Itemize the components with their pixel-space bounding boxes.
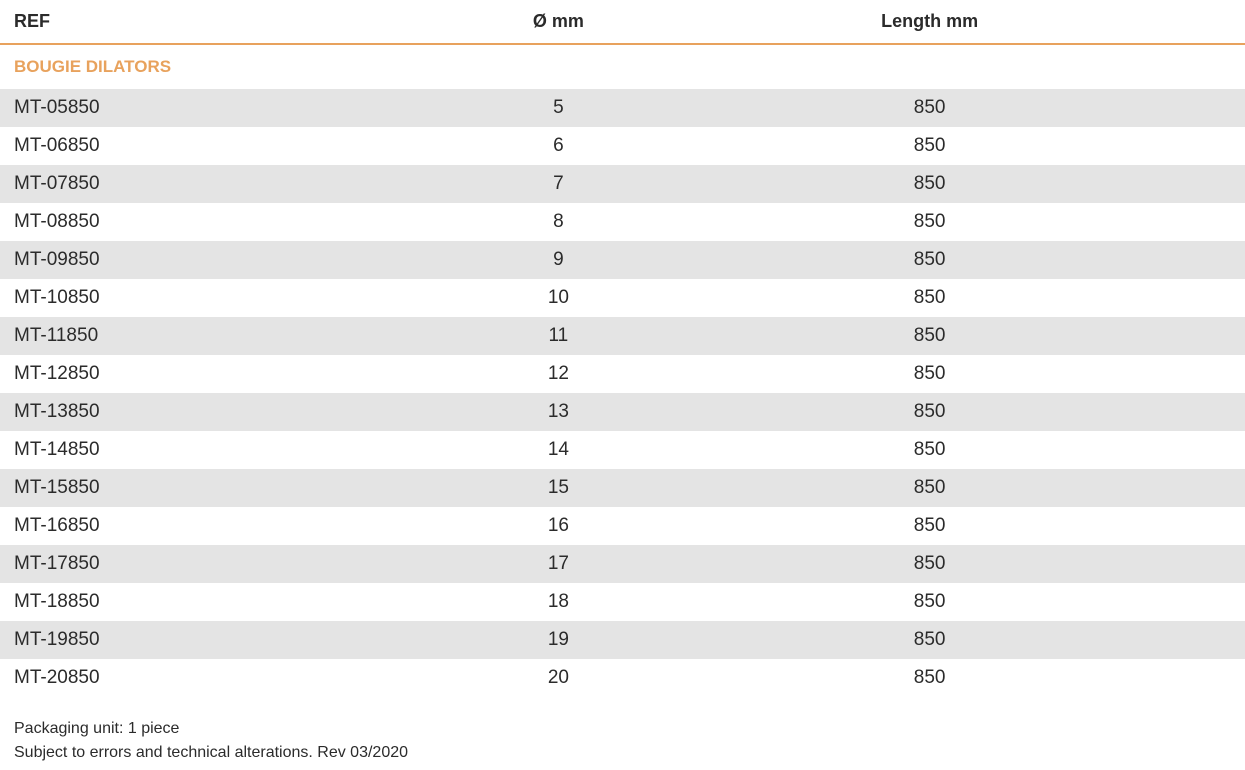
cell-length: 850 <box>913 477 946 498</box>
cell-length: 850 <box>913 591 946 612</box>
table-row: MT-08850 8 850 <box>0 203 1245 241</box>
packaging-note: Packaging unit: 1 piece <box>14 720 180 737</box>
table-row: MT-07850 7 850 <box>0 165 1245 203</box>
table-row: MT-18850 18 850 <box>0 583 1245 621</box>
cell-ref: MT-16850 <box>14 515 100 536</box>
cell-length: 850 <box>913 515 946 536</box>
cell-ref: MT-09850 <box>14 249 100 270</box>
cell-length: 850 <box>913 211 946 232</box>
cell-diameter: 14 <box>547 439 569 460</box>
cell-ref: MT-10850 <box>14 287 100 308</box>
cell-ref: MT-17850 <box>14 553 100 574</box>
cell-diameter: 11 <box>548 325 569 346</box>
table-row: MT-17850 17 850 <box>0 545 1245 583</box>
cell-ref: MT-07850 <box>14 173 100 194</box>
cell-length: 850 <box>913 97 946 118</box>
cell-length: 850 <box>913 629 946 650</box>
table-row: MT-06850 6 850 <box>0 127 1245 165</box>
cell-length: 850 <box>913 325 946 346</box>
section-title: BOUGIE DILATORS <box>14 57 172 76</box>
footer: Packaging unit: 1 piece Subject to error… <box>0 697 1245 765</box>
product-table: REF Ø mm Length mm BOUGIE DILATORS MT-05… <box>0 0 1245 697</box>
cell-diameter: 10 <box>547 287 569 308</box>
cell-ref: MT-12850 <box>14 363 100 384</box>
table-header: REF Ø mm Length mm <box>0 0 1245 45</box>
table-row: MT-05850 5 850 <box>0 89 1245 127</box>
cell-length: 850 <box>913 249 946 270</box>
cell-diameter: 19 <box>547 629 569 650</box>
cell-ref: MT-11850 <box>14 325 99 346</box>
cell-diameter: 13 <box>547 401 569 422</box>
cell-ref: MT-19850 <box>14 629 100 650</box>
cell-ref: MT-06850 <box>14 135 100 156</box>
cell-ref: MT-05850 <box>14 97 100 118</box>
cell-ref: MT-14850 <box>14 439 100 460</box>
cell-diameter: 12 <box>547 363 569 384</box>
cell-diameter: 6 <box>553 135 564 156</box>
table-row: MT-19850 19 850 <box>0 621 1245 659</box>
column-header-diameter: Ø mm <box>532 11 584 31</box>
cell-diameter: 9 <box>553 249 564 270</box>
cell-length: 850 <box>913 135 946 156</box>
cell-length: 850 <box>913 173 946 194</box>
table-row: MT-14850 14 850 <box>0 431 1245 469</box>
cell-length: 850 <box>913 287 946 308</box>
table-row: MT-13850 13 850 <box>0 393 1245 431</box>
cell-diameter: 15 <box>547 477 569 498</box>
cell-length: 850 <box>913 363 946 384</box>
cell-diameter: 5 <box>553 97 564 118</box>
table-body: MT-05850 5 850 MT-06850 6 850 MT-07850 7 850 MT-0… <box>0 89 1245 697</box>
disclaimer-note: Subject to errors and technical alterati… <box>14 744 409 761</box>
table-row: MT-16850 16 850 <box>0 507 1245 545</box>
cell-length: 850 <box>913 439 946 460</box>
cell-ref: MT-20850 <box>14 667 100 688</box>
cell-ref: MT-13850 <box>14 401 100 422</box>
cell-diameter: 8 <box>553 211 564 232</box>
section-header: BOUGIE DILATORS <box>0 45 1245 89</box>
cell-diameter: 7 <box>553 173 564 194</box>
cell-ref: MT-15850 <box>14 477 100 498</box>
cell-diameter: 17 <box>547 553 569 574</box>
cell-diameter: 20 <box>547 667 569 688</box>
table-row: MT-09850 9 850 <box>0 241 1245 279</box>
column-header-ref: REF <box>14 11 50 31</box>
cell-ref: MT-08850 <box>14 211 100 232</box>
table-row: MT-11850 11 850 <box>0 317 1245 355</box>
cell-length: 850 <box>913 667 946 688</box>
cell-diameter: 16 <box>547 515 569 536</box>
column-header-length: Length mm <box>881 11 979 31</box>
cell-diameter: 18 <box>547 591 569 612</box>
table-row: MT-10850 10 850 <box>0 279 1245 317</box>
table-row: MT-20850 20 850 <box>0 659 1245 697</box>
table-row: MT-15850 15 850 <box>0 469 1245 507</box>
cell-length: 850 <box>913 401 946 422</box>
table-row: MT-12850 12 850 <box>0 355 1245 393</box>
cell-ref: MT-18850 <box>14 591 100 612</box>
cell-length: 850 <box>913 553 946 574</box>
